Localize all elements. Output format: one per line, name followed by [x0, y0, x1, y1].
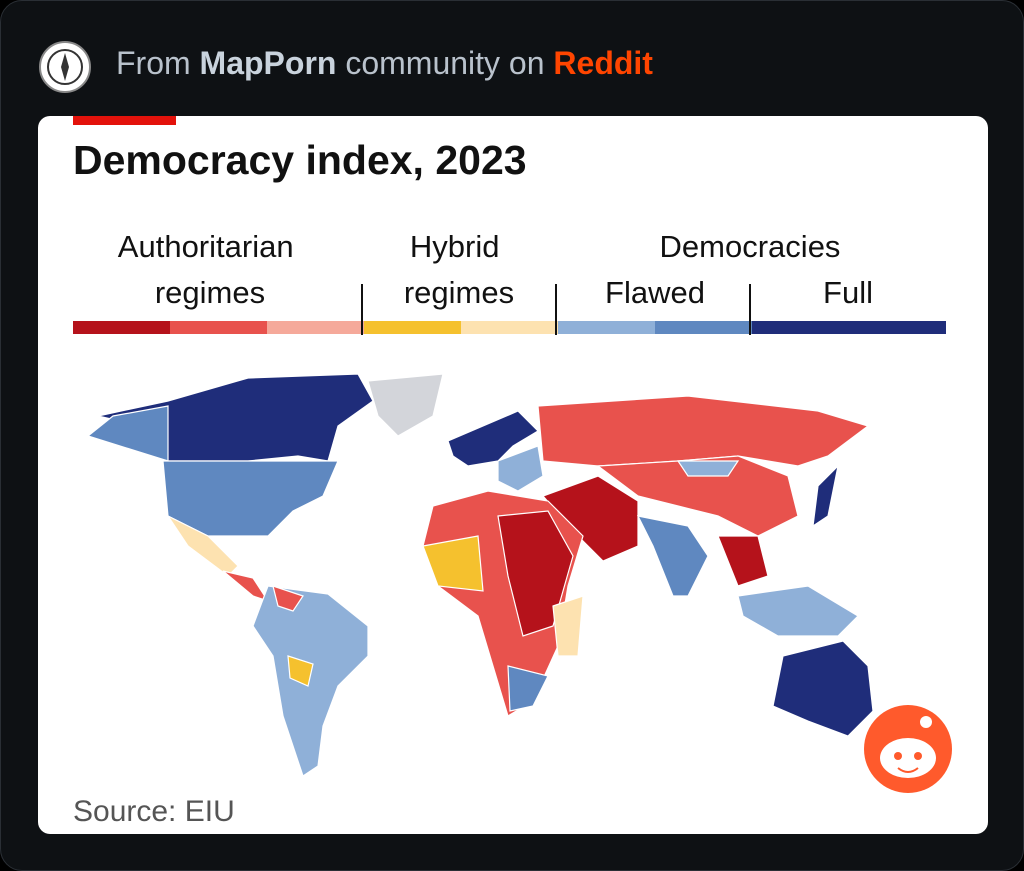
community-name[interactable]: MapPorn: [199, 45, 337, 81]
legend-swatch: [364, 321, 461, 334]
accent-bar: [73, 116, 176, 125]
header-prefix: From: [116, 45, 191, 81]
legend-label-line: Hybrid: [410, 229, 500, 264]
source: Source: EIU: [73, 795, 235, 828]
title: Democracy index, 2023: [73, 137, 527, 183]
post-header: From MapPorn community on Reddit: [116, 45, 653, 82]
reddit-badge[interactable]: [864, 705, 952, 793]
world-map: [86, 373, 874, 777]
map-card: Democracy index, 2023 Authoritarian regi…: [38, 116, 988, 834]
site-name[interactable]: Reddit: [553, 45, 653, 81]
community-avatar[interactable]: [39, 41, 91, 93]
legend-swatch: [558, 321, 655, 334]
legend-swatch: [752, 321, 946, 334]
legend-label: Hybrid regimes: [404, 229, 514, 310]
map-figure: Democracy index, 2023 Authoritarian regi…: [73, 116, 952, 828]
legend-swatch: [461, 321, 558, 334]
header-middle: community on: [345, 45, 545, 81]
legend-swatch: [267, 321, 364, 334]
legend-label: Flawed: [605, 275, 705, 310]
legend-bar: [73, 321, 946, 334]
legend-label-line: regimes: [155, 275, 265, 310]
legend-label: Democracies: [660, 229, 841, 264]
legend-label: Authoritarian regimes: [118, 229, 302, 310]
legend-dividers: [361, 284, 751, 335]
legend-label-line: Authoritarian: [118, 229, 294, 264]
legend-label-line: regimes: [404, 275, 514, 310]
legend-swatch: [170, 321, 267, 334]
legend-label: Full: [823, 275, 873, 310]
legend-swatch: [655, 321, 752, 334]
legend-swatch: [73, 321, 170, 334]
